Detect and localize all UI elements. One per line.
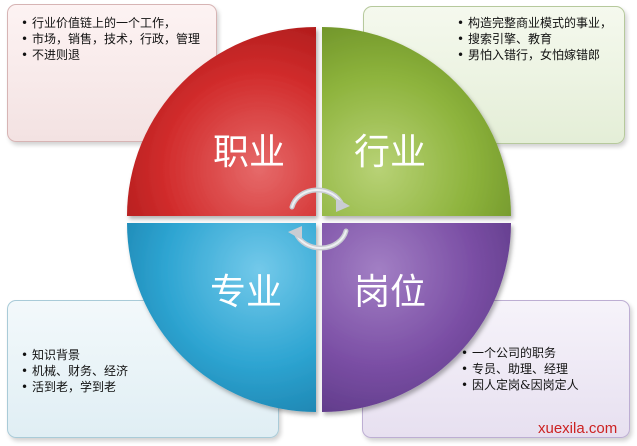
quadrant-bottom-right: [322, 223, 511, 412]
note-item: 构造完整商业模式的事业，: [455, 15, 625, 31]
note-item: 专员、助理、经理: [459, 361, 629, 377]
quadrant-top-left: [127, 27, 316, 216]
quadrant-label-bottom-right: 岗位: [354, 272, 426, 313]
cycle-arrows-icon: [288, 187, 350, 251]
note-item: 活到老，学到老: [19, 379, 189, 395]
note-item: 搜索引擎、教育: [455, 31, 625, 47]
note-item: 知识背景: [19, 347, 189, 363]
note-item: 市场，销售，技术，行政，管理: [19, 31, 209, 47]
quadrant-top-right: [322, 27, 511, 216]
quadrant-label-top-left: 职业: [213, 132, 285, 173]
watermark-text: xuexila.com: [538, 420, 618, 437]
note-item: 不进则退: [19, 47, 209, 63]
note-item: 因人定岗&因岗定人: [459, 377, 629, 393]
quadrant-label-top-right: 行业: [354, 132, 426, 173]
note-item: 一个公司的职务: [459, 345, 629, 361]
quadrant-label-bottom-left: 专业: [210, 272, 282, 313]
top-left-note-box: 行业价值链上的一个工作， 市场，销售，技术，行政，管理 不进则退: [7, 4, 217, 142]
note-item: 男怕入错行，女怕嫁错郎: [455, 47, 625, 63]
note-item: 行业价值链上的一个工作，: [19, 15, 209, 31]
quadrant-bottom-left: [127, 223, 316, 412]
note-item: 机械、财务、经济: [19, 363, 189, 379]
